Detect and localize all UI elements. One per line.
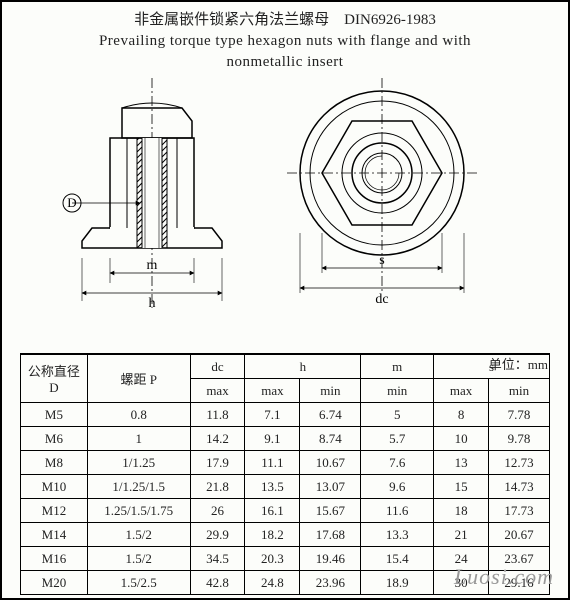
cell-dc: 21.8 [190,475,245,499]
cell-h_min: 15.67 [300,499,361,523]
table-row: M50.811.87.16.74587.78 [21,403,550,427]
cell-h_min: 6.74 [300,403,361,427]
cell-h_min: 8.74 [300,427,361,451]
cell-h_max: 13.5 [245,475,300,499]
cell-P: 1.5/2.5 [87,571,190,595]
th-s-max: max [434,379,489,403]
cell-P: 1/1.25 [87,451,190,475]
cell-m_min: 13.3 [361,523,434,547]
cell-s_min: 17.73 [489,499,550,523]
cell-h_max: 16.1 [245,499,300,523]
cell-h_max: 9.1 [245,427,300,451]
cell-dc: 11.8 [190,403,245,427]
th-h-max: max [245,379,300,403]
cell-P: 1.5/2 [87,547,190,571]
title-standard: DIN6926-1983 [344,12,436,28]
th-dc: dc [190,354,245,379]
th-h-min: min [300,379,361,403]
cell-s_max: 13 [434,451,489,475]
cell-D: M14 [21,523,88,547]
th-h: h [245,354,361,379]
cell-P: 1/1.25/1.5 [87,475,190,499]
cell-m_min: 5 [361,403,434,427]
cell-h_max: 24.8 [245,571,300,595]
unit-label: 单位：mm [489,354,548,373]
cell-dc: 29.9 [190,523,245,547]
cell-D: M6 [21,427,88,451]
cell-s_min: 7.78 [489,403,550,427]
cell-h_max: 7.1 [245,403,300,427]
cell-D: M12 [21,499,88,523]
th-s-min: min [489,379,550,403]
th-dc-max: max [190,379,245,403]
cell-h_min: 13.07 [300,475,361,499]
cell-h_max: 18.2 [245,523,300,547]
diagram-svg: D m h [2,73,570,353]
cell-h_min: 19.46 [300,547,361,571]
cell-s_max: 15 [434,475,489,499]
cell-m_min: 18.9 [361,571,434,595]
label-h: h [149,296,156,311]
label-s: s [379,253,384,268]
page-frame: 非金属嵌件锁紧六角法兰螺母 DIN6926-1983 Prevailing to… [0,0,570,600]
th-P: 螺距 P [87,354,190,403]
cell-m_min: 15.4 [361,547,434,571]
cell-m_min: 5.7 [361,427,434,451]
cell-h_min: 23.96 [300,571,361,595]
cell-h_max: 20.3 [245,547,300,571]
title-cn: 非金属嵌件锁紧六角法兰螺母 DIN6926-1983 [2,10,568,31]
cell-dc: 17.9 [190,451,245,475]
cell-s_min: 12.73 [489,451,550,475]
th-D: 公称直径 D [21,354,88,403]
top-view: s dc [287,78,477,307]
cell-h_min: 17.68 [300,523,361,547]
cell-P: 1.25/1.5/1.75 [87,499,190,523]
title-en-2: nonmetallic insert [2,52,568,73]
label-D: D [67,195,76,210]
diagram-area: D m h [2,73,568,353]
label-dc: dc [375,292,388,307]
cell-h_max: 11.1 [245,451,300,475]
title-block: 非金属嵌件锁紧六角法兰螺母 DIN6926-1983 Prevailing to… [2,2,568,73]
cell-m_min: 11.6 [361,499,434,523]
cell-s_min: 14.73 [489,475,550,499]
cell-P: 0.8 [87,403,190,427]
watermark: Luosi.com [454,564,554,590]
table-row: M141.5/229.918.217.6813.32120.67 [21,523,550,547]
cell-h_min: 10.67 [300,451,361,475]
cell-P: 1.5/2 [87,523,190,547]
cell-D: M8 [21,451,88,475]
title-cn-text: 非金属嵌件锁紧六角法兰螺母 [134,12,329,28]
th-m-min: min [361,379,434,403]
table-row: M121.25/1.5/1.752616.115.6711.61817.73 [21,499,550,523]
cell-s_max: 21 [434,523,489,547]
cell-m_min: 9.6 [361,475,434,499]
cell-dc: 14.2 [190,427,245,451]
cell-s_max: 18 [434,499,489,523]
cell-s_max: 8 [434,403,489,427]
cell-D: M16 [21,547,88,571]
table-row: M101/1.25/1.521.813.513.079.61514.73 [21,475,550,499]
cell-m_min: 7.6 [361,451,434,475]
cell-s_max: 10 [434,427,489,451]
spec-table: 公称直径 D 螺距 P dc h m s max max min min max… [20,353,550,595]
cell-s_min: 20.67 [489,523,550,547]
cell-D: M5 [21,403,88,427]
table-head: 公称直径 D 螺距 P dc h m s max max min min max… [21,354,550,403]
cell-D: M10 [21,475,88,499]
cell-P: 1 [87,427,190,451]
side-view: D m h [63,78,222,311]
cell-dc: 34.5 [190,547,245,571]
cell-D: M20 [21,571,88,595]
cell-s_min: 9.78 [489,427,550,451]
cell-dc: 42.8 [190,571,245,595]
label-m: m [147,258,158,273]
table-row: M6114.29.18.745.7109.78 [21,427,550,451]
title-en-1: Prevailing torque type hexagon nuts with… [2,31,568,52]
th-m: m [361,354,434,379]
cell-dc: 26 [190,499,245,523]
table-row: M81/1.2517.911.110.677.61312.73 [21,451,550,475]
